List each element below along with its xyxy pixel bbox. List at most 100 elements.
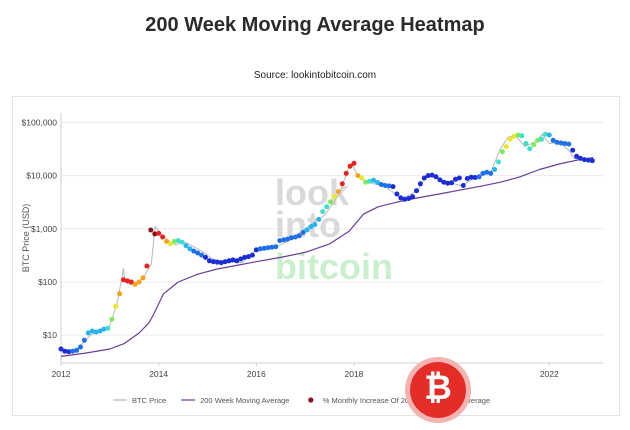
heatmap-point xyxy=(476,174,482,180)
heatmap-point xyxy=(554,139,560,145)
heatmap-point xyxy=(496,159,501,165)
heatmap-point xyxy=(167,241,173,247)
heatmap-point xyxy=(300,230,306,235)
heatmap-point xyxy=(453,176,458,182)
heatmap-point xyxy=(480,170,486,176)
heatmap-point xyxy=(97,328,103,334)
heatmap-point xyxy=(58,346,64,352)
heatmap-point xyxy=(367,178,373,184)
heatmap-point xyxy=(148,227,154,233)
heatmap-point xyxy=(550,137,556,143)
heatmap-point xyxy=(296,233,302,239)
heatmap-point xyxy=(218,260,224,266)
heatmap-point xyxy=(558,140,564,146)
heatmap-point xyxy=(581,157,587,163)
x-tick-label: 2014 xyxy=(149,369,168,379)
heatmap-point xyxy=(214,259,220,265)
heatmap-point xyxy=(456,175,462,181)
heatmap-point xyxy=(195,250,201,256)
heatmap-point xyxy=(273,244,279,250)
heatmap-point xyxy=(468,174,474,180)
heatmap-point xyxy=(117,291,123,297)
heatmap-point xyxy=(187,246,193,252)
heatmap-point xyxy=(257,246,263,252)
y-tick-label: $100 xyxy=(38,277,57,287)
bitcoin-symbol-icon: ₿ xyxy=(424,368,452,408)
x-tick-label: 2012 xyxy=(52,369,71,379)
heatmap-point xyxy=(523,141,529,146)
heatmap-point xyxy=(316,216,322,222)
heatmap-point xyxy=(472,175,478,180)
heatmap-point xyxy=(574,153,580,159)
heatmap-point xyxy=(171,238,177,244)
heatmap-point xyxy=(175,238,181,244)
heatmap-point xyxy=(414,188,419,194)
heatmap-point xyxy=(378,182,384,187)
heatmap-point xyxy=(410,194,416,200)
heatmap-point xyxy=(421,175,427,181)
heatmap-point xyxy=(230,257,236,263)
heatmap-point xyxy=(406,196,412,201)
heatmap-point xyxy=(246,254,251,260)
heatmap-point xyxy=(417,181,423,187)
heatmap-point xyxy=(81,337,87,343)
heatmap-point xyxy=(261,245,267,251)
heatmap-point xyxy=(285,236,291,242)
heatmap-point xyxy=(355,173,361,179)
heatmap-point xyxy=(93,329,99,335)
heatmap-point xyxy=(539,136,544,142)
chart-frame: look into bitcoin $10 $100 $1,000 $10,000 $1… xyxy=(12,96,620,416)
heatmap-point xyxy=(398,195,404,201)
watermark-bitcoin: bitcoin xyxy=(275,246,393,287)
heatmap-point xyxy=(499,149,505,155)
heatmap-point xyxy=(382,183,388,188)
heatmap-point xyxy=(566,141,572,147)
heatmap-point xyxy=(281,237,287,243)
heatmap-chart: look into bitcoin $10 $100 $1,000 $10,000 $1… xyxy=(21,113,603,405)
heatmap-point xyxy=(507,136,513,142)
heatmap-point xyxy=(445,180,451,186)
heatmap-point xyxy=(339,181,345,187)
y-axis-title: BTC Price (USD) xyxy=(21,204,31,273)
heatmap-point xyxy=(109,316,115,322)
bitcoin-logo-badge: ₿ xyxy=(410,362,466,418)
heatmap-point xyxy=(441,179,447,185)
x-tick-label: 2016 xyxy=(247,369,266,379)
heatmap-point xyxy=(183,243,189,249)
heatmap-point xyxy=(312,222,318,228)
heatmap-point xyxy=(289,235,294,241)
heatmap-point xyxy=(335,189,341,195)
heatmap-point xyxy=(359,175,365,181)
heatmap-point xyxy=(460,183,466,188)
heatmap-point xyxy=(85,330,91,336)
legend-label: 200 Week Moving Average xyxy=(200,396,289,405)
page-title: 200 Week Moving Average Heatmap xyxy=(145,14,485,36)
y-tick-label: $10,000 xyxy=(26,171,57,181)
heatmap-point xyxy=(136,279,142,285)
heatmap-point xyxy=(492,167,498,172)
heatmap-point xyxy=(390,184,396,190)
heatmap-point xyxy=(371,177,376,183)
heatmap-point xyxy=(78,344,83,350)
heatmap-point xyxy=(105,325,111,331)
heatmap-point xyxy=(511,133,517,139)
heatmap-point xyxy=(328,199,333,205)
heatmap-point xyxy=(269,244,275,250)
heatmap-point xyxy=(210,259,216,265)
heatmap-point xyxy=(265,245,271,251)
heatmap-point xyxy=(128,279,134,285)
heatmap-point xyxy=(132,281,138,287)
source-note: Source: lookintobitcoin.com xyxy=(253,70,377,81)
y-tick-label: $10 xyxy=(43,330,57,340)
heatmap-point xyxy=(242,254,248,260)
heatmap-point xyxy=(331,194,337,200)
legend-swatch xyxy=(308,397,314,403)
heatmap-point xyxy=(234,258,240,264)
heatmap-point xyxy=(527,146,533,152)
heatmap-point xyxy=(121,277,126,283)
heatmap-point xyxy=(249,252,255,258)
heatmap-point xyxy=(277,238,283,244)
heatmap-point xyxy=(433,174,439,180)
heatmap-point xyxy=(343,170,349,176)
heatmap-point xyxy=(70,348,76,354)
